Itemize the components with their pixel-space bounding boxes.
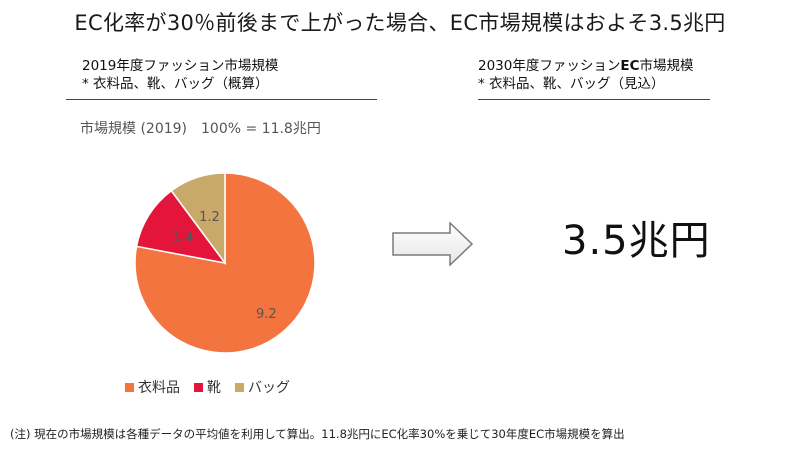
chart-legend: 衣料品 靴 バッグ — [125, 377, 290, 397]
right-divider — [478, 99, 710, 100]
chart-subtitle: 市場規模 (2019) 100% = 11.8兆円 — [80, 121, 321, 137]
legend-item: 衣料品 — [125, 377, 180, 397]
right-header-line2: * 衣料品、靴、バッグ（見込） — [478, 76, 665, 92]
legend-label: 靴 — [207, 380, 221, 396]
legend-swatch — [235, 382, 244, 392]
right-header-line1: 2030年度ファッションEC市場規模 — [478, 57, 694, 75]
legend-swatch — [125, 382, 134, 392]
legend-label: バッグ — [248, 380, 290, 396]
right-header: 2030年度ファッションEC市場規模 * 衣料品、靴、バッグ（見込） — [478, 57, 694, 93]
left-header: 2019年度ファッション市場規模 * 衣料品、靴、バッグ（概算） — [82, 57, 278, 93]
right-arrow-icon — [392, 222, 474, 266]
right-header-line1-pre: 2030年度ファッション — [478, 58, 621, 74]
left-header-line2: * 衣料品、靴、バッグ（概算） — [82, 76, 269, 92]
footnote: (注) 現在の市場規模は各種データの平均値を利用して算出。11.8兆円にEC化率… — [10, 427, 625, 441]
right-header-line1-bold: EC — [620, 58, 640, 74]
left-divider — [66, 99, 377, 100]
left-header-line1: 2019年度ファッション市場規模 — [82, 58, 279, 74]
ec-market-value: 3.5兆円 — [562, 218, 711, 264]
pie-data-label-1: 9.2 — [256, 307, 277, 322]
pie-data-label-3: 1.2 — [199, 210, 220, 225]
legend-item: バッグ — [235, 377, 290, 397]
legend-swatch — [194, 382, 203, 392]
page-title: EC化率が30％前後まで上がった場合、EC市場規模はおよそ3.5兆円 — [74, 11, 726, 35]
pie-data-label-2: 1.4 — [173, 231, 194, 246]
legend-item: 靴 — [194, 377, 221, 397]
pie-slice-3 — [170, 172, 226, 266]
legend-label: 衣料品 — [138, 380, 180, 396]
right-header-line1-post: 市場規模 — [639, 58, 694, 74]
pie-slice-2 — [135, 189, 227, 265]
